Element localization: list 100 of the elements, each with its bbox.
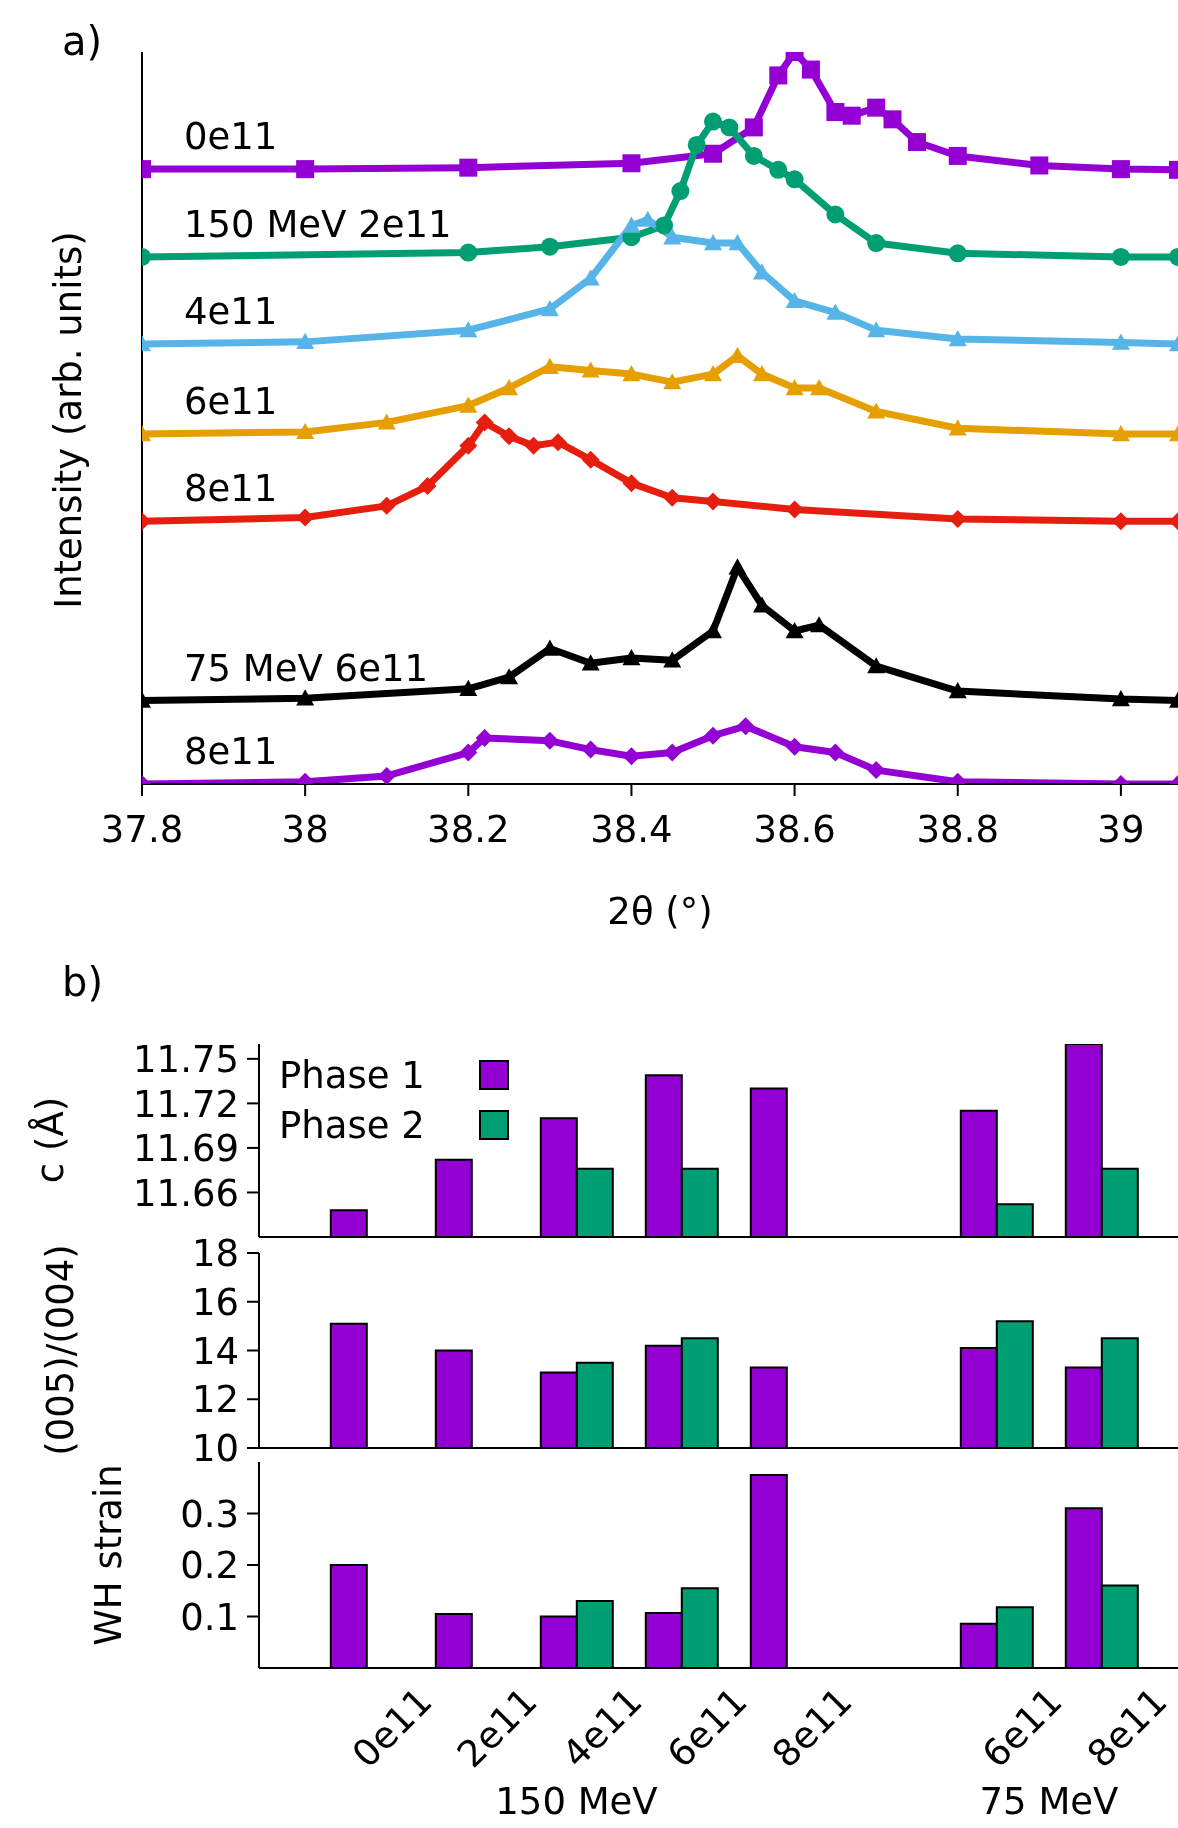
y-tick-label: 11.72: [133, 1082, 239, 1126]
chart-title: b): [62, 959, 103, 1005]
x-tick-label: 38.4: [590, 808, 673, 852]
point: [1111, 160, 1130, 179]
point: [744, 146, 763, 165]
point: [1111, 247, 1130, 266]
point: [377, 496, 396, 515]
point: [500, 427, 519, 446]
point: [785, 622, 804, 639]
point: [736, 717, 755, 736]
point: [785, 378, 804, 396]
point: [785, 170, 804, 189]
point: [459, 321, 478, 338]
point: [728, 234, 747, 251]
point: [687, 135, 706, 154]
point: [810, 378, 829, 396]
series-label: 8e11: [184, 467, 278, 511]
point: [826, 303, 845, 320]
point: [622, 216, 641, 233]
point: [744, 118, 763, 137]
point: [540, 299, 559, 317]
y-tick-label: 12: [191, 1378, 239, 1422]
series-label: 8e11: [184, 730, 278, 773]
legend-label: Phase 2: [279, 1103, 426, 1147]
x-tick-label: 38.6: [753, 808, 836, 852]
point: [622, 474, 641, 493]
point: [500, 668, 519, 685]
point: [459, 396, 478, 413]
point: [671, 182, 690, 201]
point: [801, 60, 820, 79]
x-tick-label: 38: [281, 808, 329, 852]
point: [377, 413, 396, 430]
point: [549, 433, 568, 452]
point: [500, 378, 519, 396]
point: [581, 740, 600, 759]
point: [704, 726, 723, 745]
point: [704, 234, 723, 251]
point: [867, 234, 886, 253]
y-axis-title: (005)/(004): [38, 1244, 82, 1456]
series-label: 4e11: [184, 290, 278, 334]
point: [581, 654, 600, 671]
x-tick-label: 38.2: [427, 808, 510, 852]
series-label: 0e11: [184, 115, 278, 159]
point: [459, 243, 478, 262]
y-axis-title: c (Å): [28, 1096, 72, 1184]
point: [826, 205, 845, 224]
point: [720, 118, 739, 137]
point: [638, 210, 657, 227]
point: [663, 373, 682, 390]
point: [581, 361, 600, 378]
point: [622, 649, 641, 666]
point: [296, 332, 315, 350]
point: [948, 329, 967, 347]
point: [459, 679, 478, 697]
point: [704, 112, 723, 131]
y-axis-title: Intensity (arb. units): [46, 231, 90, 609]
point: [459, 436, 478, 455]
point: [785, 291, 804, 309]
point: [867, 321, 886, 338]
point: [769, 160, 788, 179]
point: [622, 365, 641, 382]
point: [728, 558, 747, 575]
y-tick-label: 11.75: [133, 1037, 239, 1081]
point: [867, 657, 886, 674]
point: [663, 651, 682, 668]
text: 150 MeV: [495, 1780, 658, 1823]
point: [581, 450, 600, 469]
point: [475, 413, 494, 432]
series-label: 150 MeV 2e11: [184, 202, 452, 246]
point: [296, 422, 315, 440]
y-tick-label: 18: [191, 1232, 239, 1276]
point: [948, 146, 967, 165]
point: [769, 66, 788, 85]
point: [1030, 156, 1049, 175]
point: [540, 237, 559, 256]
x-axis-title: 2θ (°): [607, 890, 713, 933]
y-tick-label: 0.1: [180, 1595, 239, 1639]
point: [867, 402, 886, 419]
point: [655, 216, 674, 235]
legend-label: Phase 1: [279, 1053, 426, 1097]
point: [622, 154, 641, 173]
y-tick-label: 11.69: [133, 1127, 239, 1171]
point: [842, 106, 861, 125]
point: [459, 743, 478, 762]
point: [867, 98, 886, 117]
chart-title: a): [62, 18, 103, 64]
y-tick-label: 0.2: [180, 1544, 239, 1588]
y-tick-label: 10: [191, 1427, 239, 1471]
point: [948, 682, 967, 699]
point: [907, 133, 926, 152]
point: [785, 737, 804, 756]
point: [1111, 690, 1130, 707]
series-label: 75 MeV 6e11: [184, 646, 428, 690]
point: [704, 144, 723, 163]
point: [948, 419, 967, 436]
point: [752, 365, 771, 382]
series-label: 6e11: [184, 380, 278, 424]
point: [1111, 425, 1130, 442]
point: [418, 477, 437, 496]
x-tick-label: 38.8: [916, 808, 999, 852]
